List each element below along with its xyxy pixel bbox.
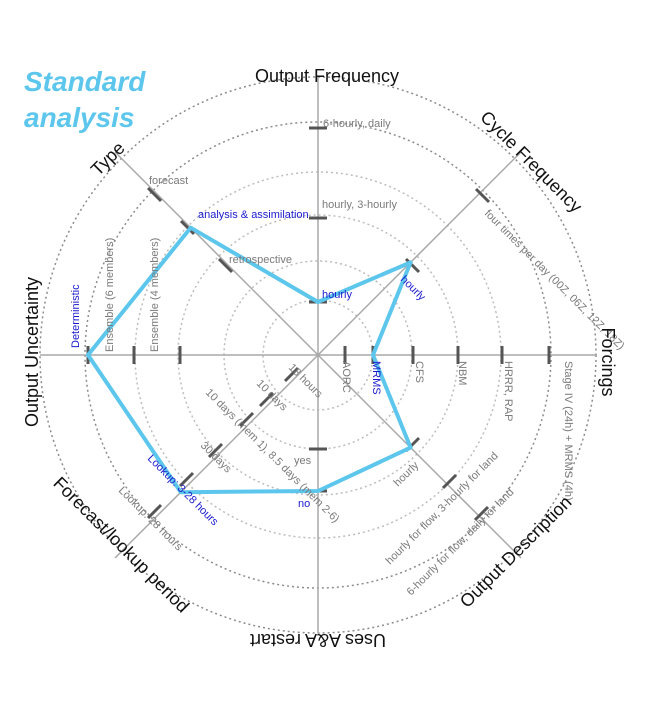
option-label: no [298, 498, 310, 510]
option-label: HRRR, RAP [502, 361, 514, 422]
axis-title: Output Uncertainty [22, 277, 42, 427]
option-label: NBM [456, 361, 468, 385]
tick-mark [474, 187, 491, 204]
tick-mark [179, 219, 196, 236]
spoke-output-description [317, 354, 522, 559]
tick-mark [146, 186, 163, 203]
option-label: MRMS [370, 361, 382, 395]
tick-mark [283, 366, 300, 383]
option-label: AORC [340, 361, 352, 393]
tick-mark [258, 391, 275, 408]
option-label: 10 days [254, 378, 290, 414]
option-label: Deterministic [70, 284, 82, 348]
option-label: Ensemble (4 members) [149, 238, 161, 352]
title-line-1: Standard [24, 66, 146, 97]
option-label: hourly, 3-hourly [322, 199, 397, 211]
option-label: yes [294, 455, 312, 467]
option-label: hourly [398, 274, 428, 304]
option-label: retrospective [229, 254, 292, 266]
tick-mark [146, 503, 163, 520]
tick-mark [217, 257, 234, 274]
axis-title: Uses A&A restart [250, 630, 386, 650]
option-label: forecast [149, 175, 188, 187]
title-line-2: analysis [24, 102, 135, 133]
option-label: hourly [322, 289, 352, 301]
option-label: Stage IV (24h) + MRMS (4h) [562, 361, 574, 501]
tick-mark [473, 505, 490, 522]
spoke-type [114, 151, 319, 356]
axis-title: Output Frequency [255, 66, 399, 86]
diagram-title: Standard analysis [24, 64, 204, 136]
spoke-cycle-frequency [317, 151, 522, 356]
option-label: 6-hourly, daily [323, 118, 391, 130]
option-label: CFS [413, 361, 425, 383]
tick-mark [238, 411, 255, 428]
tick-mark [441, 473, 458, 490]
selection-polygon [86, 225, 413, 495]
axis-title: Cycle Frequency [476, 107, 586, 217]
spoke-forecast-period [114, 354, 319, 559]
axis-title: Forcings [598, 327, 618, 396]
tick-mark [404, 257, 421, 274]
ticks-group [86, 126, 551, 522]
option-label: hourly [392, 459, 422, 489]
tick-mark [207, 442, 224, 459]
option-label: analysis & assimilation [198, 209, 309, 221]
tick-mark [178, 471, 195, 488]
option-label: Ensemble (6 members) [104, 238, 116, 352]
spokes-group [40, 77, 596, 633]
